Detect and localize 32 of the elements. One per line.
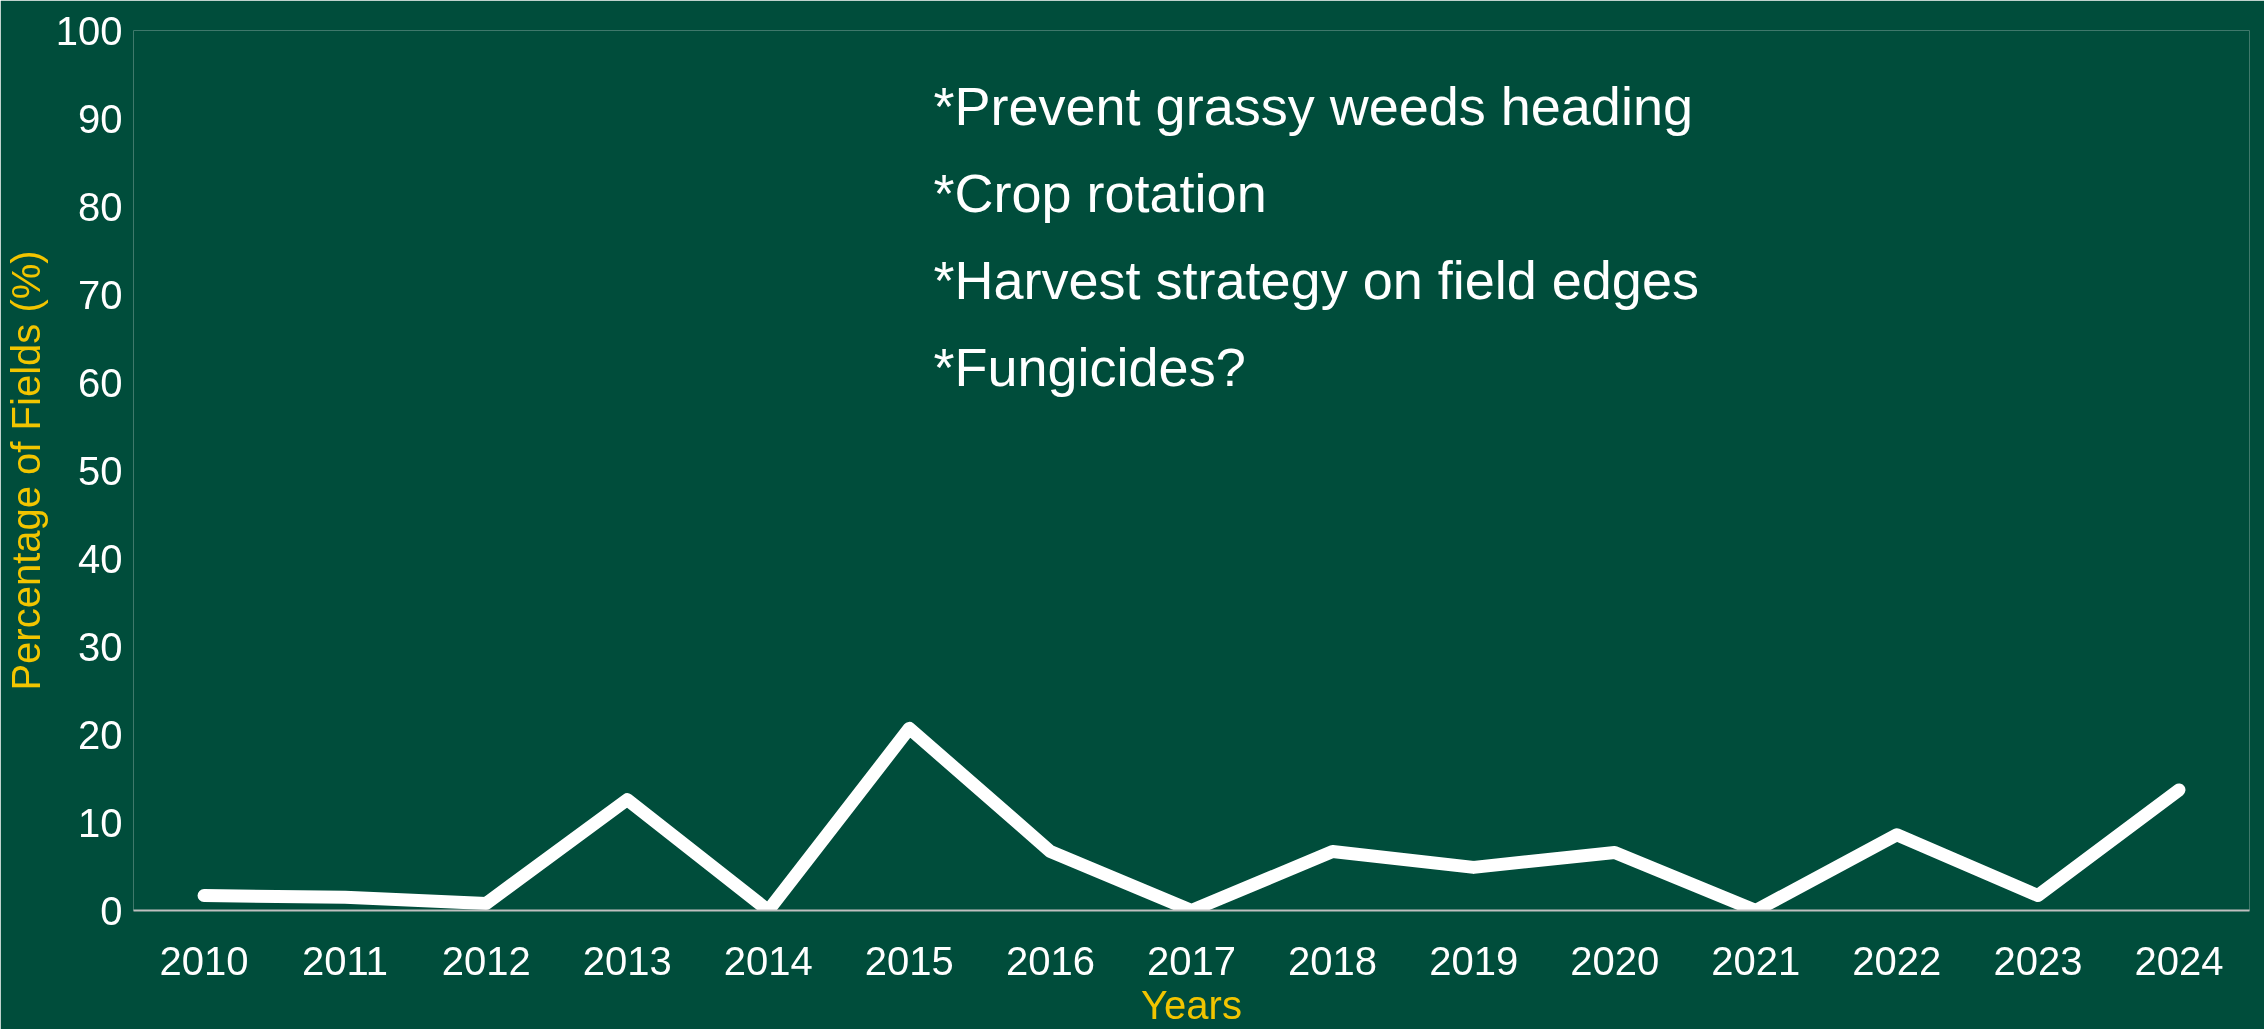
y-tick-label: 10 <box>78 800 123 845</box>
x-tick-label: 2021 <box>1711 938 1801 983</box>
x-tick-label: 2017 <box>1147 938 1236 983</box>
y-tick-label: 90 <box>78 96 123 141</box>
x-axis-title: Years <box>1141 982 1242 1027</box>
x-tick-label: 2023 <box>1993 938 2083 983</box>
annotation: *Prevent grassy weeds heading <box>933 75 1693 136</box>
x-tick-label: 2013 <box>582 938 672 983</box>
x-tick-label: 2010 <box>159 938 249 983</box>
x-tick-label: 2018 <box>1288 938 1378 983</box>
x-tick-label: 2022 <box>1852 938 1942 983</box>
x-tick-label: 2011 <box>302 938 389 983</box>
y-tick-label: 30 <box>78 624 123 669</box>
x-tick-label: 2019 <box>1429 938 1519 983</box>
y-tick-label: 20 <box>78 712 123 757</box>
x-tick-label: 2016 <box>1005 938 1095 983</box>
x-tick-label: 2020 <box>1570 938 1660 983</box>
y-axis-title: Percentage of Fields (%) <box>3 250 48 691</box>
y-tick-label: 100 <box>55 8 123 53</box>
y-tick-label: 0 <box>100 888 123 933</box>
y-tick-label: 80 <box>78 184 123 229</box>
x-tick-label: 2024 <box>2134 938 2224 983</box>
x-tick-label: 2014 <box>723 938 813 983</box>
y-tick-label: 60 <box>78 360 123 405</box>
x-tick-label: 2012 <box>441 938 531 983</box>
annotation: *Harvest strategy on field edges <box>933 249 1699 310</box>
y-tick-label: 70 <box>78 272 123 317</box>
annotation: *Fungicides? <box>933 336 1246 397</box>
y-tick-label: 40 <box>78 536 123 581</box>
x-tick-label: 2015 <box>864 938 954 983</box>
y-tick-label: 50 <box>78 448 123 493</box>
annotation: *Crop rotation <box>933 162 1267 223</box>
